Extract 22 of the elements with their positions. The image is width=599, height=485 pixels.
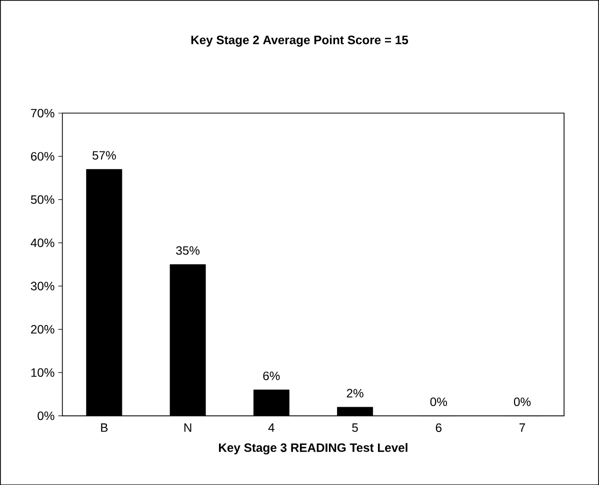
y-tick-label: 40% xyxy=(30,238,54,248)
x-tick-label: 6 xyxy=(436,423,442,432)
x-tick-label: 7 xyxy=(520,423,526,432)
data-label: 35% xyxy=(176,246,200,255)
x-tick-label: 5 xyxy=(352,423,358,432)
data-label: 0% xyxy=(430,397,447,406)
y-tick-label: 10% xyxy=(31,368,54,377)
data-label: 2% xyxy=(346,388,364,398)
y-tick-label: 20% xyxy=(31,324,54,334)
data-label: 6% xyxy=(263,371,280,380)
y-tick-label: 70% xyxy=(31,108,54,118)
x-tick-label: 4 xyxy=(268,423,274,432)
chart-title: Key Stage 2 Average Point Score = 15 xyxy=(191,35,408,47)
y-tick-label: 60% xyxy=(31,152,54,161)
data-label: 57% xyxy=(92,150,116,160)
x-axis-title: Key Stage 3 READING Test Level xyxy=(218,442,408,454)
x-tick-label: N xyxy=(184,423,192,432)
x-tick-label: B xyxy=(101,423,108,432)
y-tick-label: 0% xyxy=(38,411,54,420)
y-tick-label: 30% xyxy=(30,282,54,290)
data-label: 0% xyxy=(514,397,531,406)
y-tick-label: 50% xyxy=(30,195,54,204)
